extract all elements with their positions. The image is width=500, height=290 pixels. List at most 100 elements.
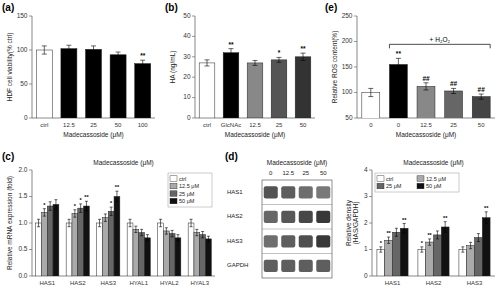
y-tick [29, 249, 32, 250]
marks [362, 58, 490, 118]
legend-label: ctrl [386, 176, 393, 182]
panel-title: (a) [2, 2, 14, 13]
significance-label: ** [427, 232, 432, 238]
y-axis-label: HA (ng/mL) [169, 51, 177, 84]
significance-label: ** [228, 41, 234, 48]
y-tick [354, 92, 357, 93]
bar [445, 91, 463, 118]
error-bar [98, 219, 101, 226]
error-bar [469, 242, 472, 248]
y-axis-label: HDF cell viability(% ctrl) [6, 33, 14, 102]
error-bar [42, 46, 47, 54]
bar [377, 250, 385, 277]
subtitle: Madecassoside (μM) [267, 159, 327, 167]
x-tick-label: HAS3 [100, 280, 116, 286]
blot-panel: (d)Madecassoside (μM)012.52550HAS1HAS2HA… [225, 151, 332, 278]
row-divider [262, 253, 332, 254]
bracket [389, 44, 490, 48]
x-tick-label: ctrl [40, 122, 48, 128]
y-tick [192, 97, 195, 98]
error-bar [129, 219, 132, 226]
legend-frame [168, 173, 212, 207]
significance-label: ** [396, 50, 402, 57]
y-tick [369, 249, 372, 250]
marks [199, 49, 311, 118]
bracket-label: + H₂O₂ [430, 36, 451, 43]
x-tick-label: 25 [450, 122, 457, 128]
y-tick [369, 196, 372, 197]
significance-label: ** [300, 45, 306, 52]
error-bar [379, 247, 382, 252]
significance-label: ** [115, 184, 120, 190]
bar [459, 250, 467, 277]
marks [377, 212, 490, 276]
error-bar [91, 46, 96, 53]
error-bar [115, 191, 118, 202]
band [264, 211, 278, 223]
bar [97, 223, 103, 276]
column-label: 25 [302, 170, 309, 176]
error-bar [85, 201, 88, 211]
bar [271, 60, 287, 118]
bar [36, 223, 42, 276]
row-label: GAPDH [227, 262, 248, 268]
bar [110, 55, 126, 118]
y-axis-label: Relative ROS content(%) [331, 31, 339, 104]
bar [169, 234, 175, 276]
bar [393, 232, 401, 276]
x-tick-label: HYAL2 [160, 280, 179, 286]
error-bar [396, 58, 401, 70]
legend-label: 25 μM [386, 183, 402, 189]
band [281, 186, 295, 198]
y-axis-label: (HAS/GAPDH) [352, 202, 360, 245]
x-tick-label: HAS1 [39, 280, 55, 286]
y-tick [192, 16, 195, 17]
legend: ctrl12.5 μM25 μM50 μM [375, 173, 459, 192]
legend-swatch [417, 183, 424, 189]
x-tick-label: HAS2 [426, 280, 442, 286]
error-bar [140, 60, 145, 67]
figure: 050100150ctrl12.52550100**HDF cell viabi… [0, 0, 500, 290]
bar [482, 218, 490, 276]
error-bar [165, 228, 168, 234]
x-tick-label: 50 [115, 122, 122, 128]
bar [108, 211, 114, 276]
bar [53, 204, 59, 276]
marks [36, 191, 212, 276]
row-divider [262, 229, 332, 230]
bar [133, 229, 139, 276]
bar [66, 223, 72, 276]
band [316, 186, 330, 198]
y-axis [372, 170, 373, 276]
significance-label: ** [484, 205, 489, 211]
error-bar [73, 210, 76, 217]
error-bar [171, 230, 174, 236]
error-bar [190, 219, 193, 226]
y-tick [354, 41, 357, 42]
blot-border [262, 180, 332, 278]
y-tick [29, 276, 32, 277]
bar [400, 228, 408, 276]
column-label: 50 [320, 170, 327, 176]
bar [139, 233, 145, 276]
band [299, 260, 313, 272]
x-tick-label: 0 [369, 122, 373, 128]
error-bar [207, 236, 210, 241]
error-bar [37, 219, 40, 226]
error-bar [368, 88, 373, 96]
bar [426, 242, 434, 276]
row-divider [262, 204, 332, 205]
y-tick-label: 150 [342, 63, 353, 70]
legend-swatch [377, 176, 384, 182]
x-tick-label: 100 [138, 122, 149, 128]
bar [158, 223, 164, 276]
bar [417, 86, 435, 118]
x-tick-label: 25 [276, 122, 283, 128]
error-bar [444, 222, 447, 233]
bar-panel: 01234HAS1HAS2HAS3************Relative de… [345, 159, 495, 286]
bar [434, 235, 442, 276]
bar [84, 206, 90, 276]
y-axis [32, 170, 33, 276]
x-tick-label: HAS1 [385, 280, 401, 286]
bar [163, 231, 169, 276]
